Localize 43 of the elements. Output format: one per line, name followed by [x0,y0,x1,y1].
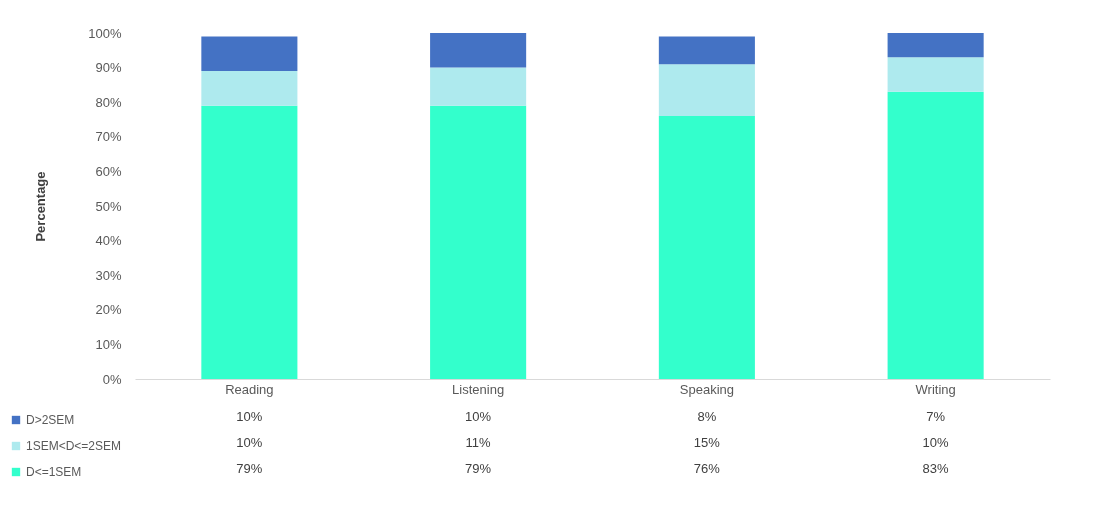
bar [887,33,984,58]
y-tick-label: 70% [95,129,122,145]
x-tick-label: Listening [452,381,505,397]
legend-label: D>2SEM [26,413,75,427]
y-tick-label: 0% [102,371,122,387]
y-tick-label: 20% [95,302,122,318]
data-label: 79% [465,461,492,476]
bar [658,116,755,379]
legend-label: 1SEM<D<=2SEM [26,439,122,453]
bar [658,64,755,117]
y-tick-label: 60% [95,163,122,179]
data-label: 76% [693,461,721,476]
y-tick-label: 90% [95,60,122,76]
data-label: 79% [236,461,263,476]
y-tick-label: 40% [95,233,122,249]
y-axis-title: Percentage [33,171,49,242]
bar [658,36,755,65]
bar [201,105,298,379]
data-label: 11% [465,435,492,450]
legend-label: D<=1SEM [26,465,82,479]
data-label: 10% [236,409,263,424]
y-tick-label: 100% [88,25,122,41]
bar [887,57,984,92]
bar [430,105,527,379]
bar [430,67,527,106]
bar [201,36,298,72]
data-label: 10% [465,409,492,424]
bar [201,71,298,106]
data-label: 15% [693,435,721,450]
y-tick-label: 30% [95,267,122,283]
y-tick-label: 80% [95,94,122,110]
y-tick-label: 10% [95,336,122,352]
bar [887,91,984,379]
x-tick-label: Speaking [679,381,734,397]
data-label: 7% [926,409,946,424]
data-label: 10% [922,435,950,450]
data-label: 8% [697,409,717,424]
data-label: 10% [236,435,263,450]
bar [430,33,527,68]
data-label: 83% [922,461,950,476]
y-tick-label: 50% [95,198,122,214]
x-tick-label: Writing [915,381,956,397]
x-tick-label: Reading [225,381,274,397]
